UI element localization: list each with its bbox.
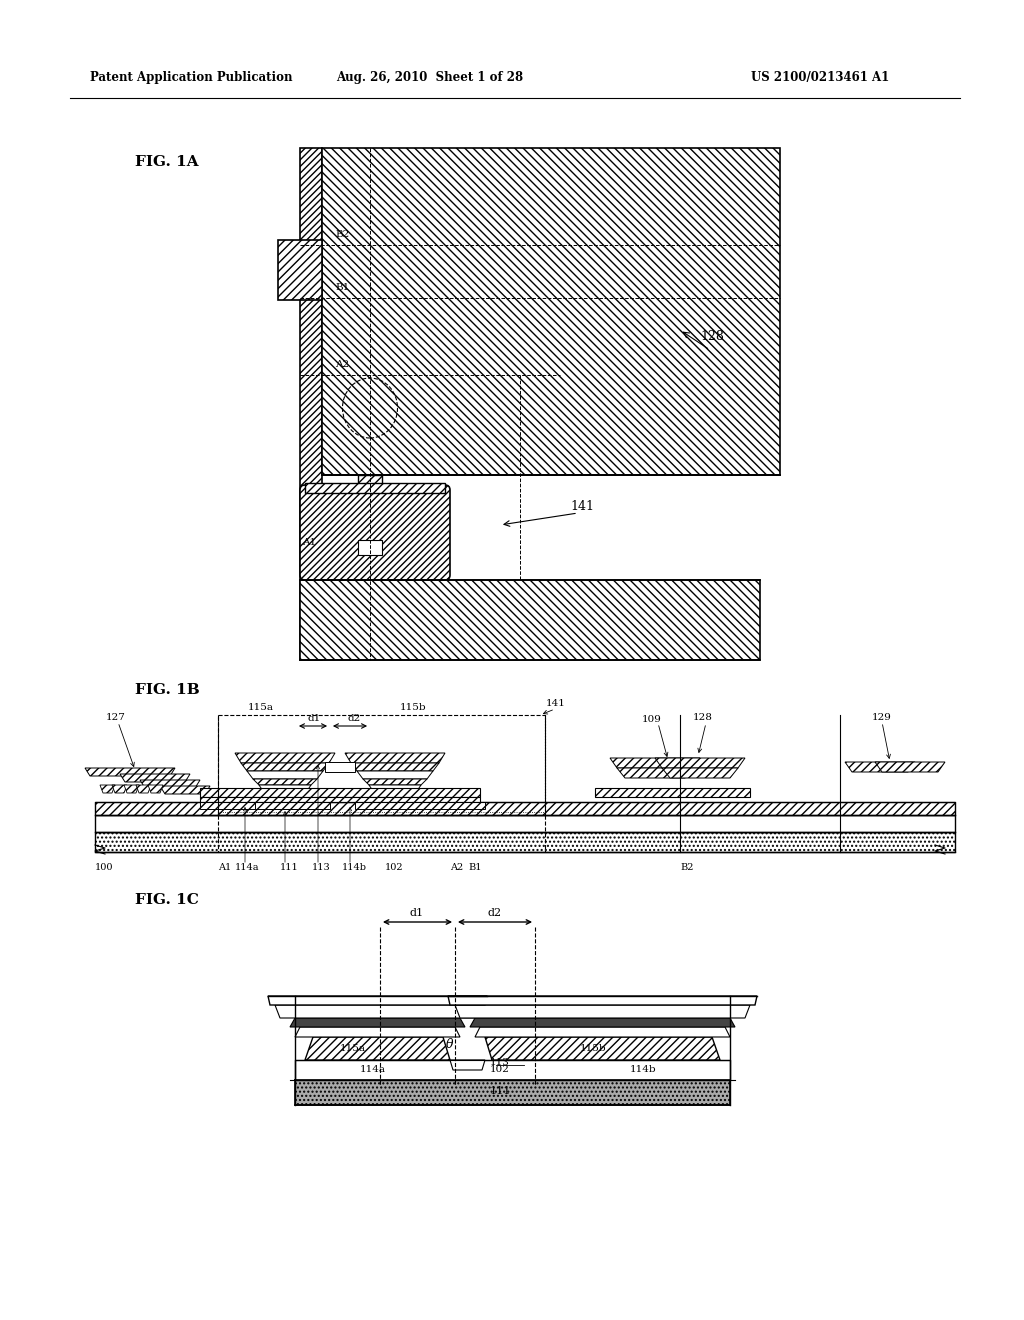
Text: 141: 141 xyxy=(570,500,594,513)
Text: 109: 109 xyxy=(642,715,662,723)
Bar xyxy=(305,483,445,492)
Bar xyxy=(295,1060,730,1080)
Text: d1: d1 xyxy=(307,714,321,723)
Text: 102: 102 xyxy=(385,863,403,873)
Polygon shape xyxy=(369,785,421,791)
Text: B2: B2 xyxy=(680,863,693,873)
Bar xyxy=(95,803,955,814)
Polygon shape xyxy=(253,779,317,785)
Polygon shape xyxy=(275,1005,480,1018)
Polygon shape xyxy=(382,540,435,565)
Text: FIG. 1C: FIG. 1C xyxy=(135,894,199,907)
Polygon shape xyxy=(160,785,210,795)
Text: B1: B1 xyxy=(335,282,349,292)
Text: 128: 128 xyxy=(693,713,713,722)
Text: B2: B2 xyxy=(335,230,349,239)
Polygon shape xyxy=(449,997,757,1005)
Polygon shape xyxy=(112,785,127,793)
Bar xyxy=(300,579,760,660)
Bar xyxy=(358,475,382,490)
Text: US 2100/0213461 A1: US 2100/0213461 A1 xyxy=(751,71,889,84)
Bar xyxy=(200,803,330,809)
Text: 113: 113 xyxy=(490,1059,510,1067)
Polygon shape xyxy=(136,785,151,793)
Polygon shape xyxy=(475,1027,730,1038)
Bar xyxy=(95,832,955,851)
Polygon shape xyxy=(268,997,487,1005)
Text: 111: 111 xyxy=(489,1086,511,1096)
Text: 115a: 115a xyxy=(340,1044,366,1053)
Polygon shape xyxy=(357,771,433,779)
Polygon shape xyxy=(140,780,200,788)
Polygon shape xyxy=(120,774,190,781)
Polygon shape xyxy=(345,752,445,763)
Polygon shape xyxy=(610,758,700,768)
Bar xyxy=(300,148,322,660)
Polygon shape xyxy=(310,540,358,565)
Text: d1: d1 xyxy=(409,908,423,917)
Polygon shape xyxy=(595,788,750,797)
Polygon shape xyxy=(290,1018,465,1027)
Polygon shape xyxy=(295,1027,460,1038)
Polygon shape xyxy=(362,779,427,785)
Text: 111: 111 xyxy=(280,863,299,873)
Polygon shape xyxy=(200,797,480,803)
Text: FIG. 1A: FIG. 1A xyxy=(135,154,199,169)
Polygon shape xyxy=(259,785,311,791)
Text: 113: 113 xyxy=(312,863,331,873)
Text: 115a: 115a xyxy=(248,704,274,711)
Bar xyxy=(355,803,485,809)
Text: FIG. 1B: FIG. 1B xyxy=(135,682,200,697)
Polygon shape xyxy=(247,771,323,779)
Bar xyxy=(255,803,330,809)
Bar xyxy=(358,540,382,554)
Polygon shape xyxy=(655,758,745,768)
Bar xyxy=(295,1080,730,1105)
Text: 114a: 114a xyxy=(234,863,259,873)
Polygon shape xyxy=(662,768,738,777)
Text: 114b: 114b xyxy=(342,863,367,873)
Polygon shape xyxy=(85,768,175,776)
Text: Aug. 26, 2010  Sheet 1 of 28: Aug. 26, 2010 Sheet 1 of 28 xyxy=(337,71,523,84)
Polygon shape xyxy=(100,785,115,793)
Text: 115b: 115b xyxy=(580,1044,606,1053)
Text: 115b: 115b xyxy=(400,704,427,711)
Text: θ: θ xyxy=(446,1038,454,1051)
Polygon shape xyxy=(845,762,915,772)
Polygon shape xyxy=(617,768,693,777)
Text: Patent Application Publication: Patent Application Publication xyxy=(90,71,293,84)
Text: 141: 141 xyxy=(546,700,566,708)
Text: A2: A2 xyxy=(335,360,349,370)
Text: B1: B1 xyxy=(468,863,481,873)
Polygon shape xyxy=(278,240,322,300)
Text: A1: A1 xyxy=(218,863,231,873)
Polygon shape xyxy=(450,1060,485,1071)
Polygon shape xyxy=(351,763,439,771)
Polygon shape xyxy=(305,1038,450,1060)
Text: 114b: 114b xyxy=(630,1065,656,1074)
Polygon shape xyxy=(325,762,355,772)
FancyBboxPatch shape xyxy=(300,484,450,579)
Bar xyxy=(322,148,780,475)
Polygon shape xyxy=(234,752,335,763)
Text: A1: A1 xyxy=(302,539,316,546)
Text: d2: d2 xyxy=(487,908,501,917)
Polygon shape xyxy=(470,1018,735,1027)
Polygon shape xyxy=(200,788,480,797)
Text: 128: 128 xyxy=(700,330,724,343)
Polygon shape xyxy=(874,762,945,772)
Text: 114a: 114a xyxy=(360,1065,386,1074)
Polygon shape xyxy=(455,1005,750,1018)
Polygon shape xyxy=(485,1038,720,1060)
Polygon shape xyxy=(124,785,139,793)
Text: 129: 129 xyxy=(872,713,892,722)
Bar xyxy=(95,814,955,832)
Text: d2: d2 xyxy=(347,714,360,723)
Text: 100: 100 xyxy=(95,863,114,873)
Text: 102: 102 xyxy=(490,1065,510,1074)
Text: A2: A2 xyxy=(450,863,463,873)
Polygon shape xyxy=(241,763,329,771)
Text: 127: 127 xyxy=(106,713,126,722)
Polygon shape xyxy=(148,785,163,793)
